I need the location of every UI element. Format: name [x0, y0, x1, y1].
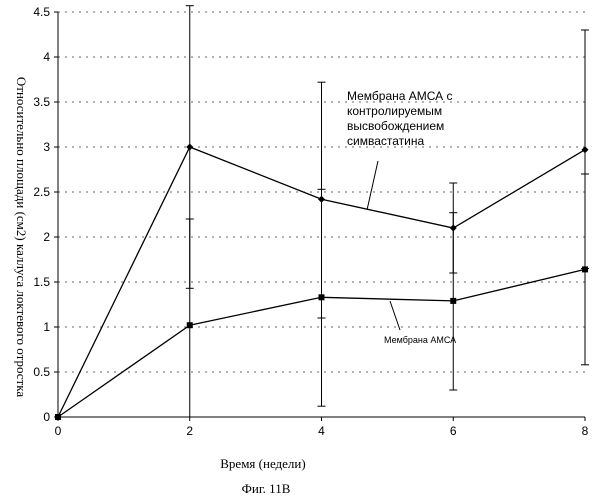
point-s1-3	[450, 298, 456, 304]
point-s0-2	[318, 196, 325, 203]
point-s0-3	[450, 225, 457, 232]
x-tick-label-1: 2	[186, 424, 193, 438]
error-bars	[186, 6, 589, 417]
y-tick-label-4: 2	[43, 230, 50, 244]
point-s0-4	[582, 146, 589, 153]
figure-caption: Фиг. 11В	[242, 481, 291, 496]
y-tick-label-7: 3.5	[33, 95, 50, 109]
annotation-leader-amca	[390, 301, 400, 330]
y-tick-label-0: 0	[43, 410, 50, 424]
x-tick-label-3: 6	[450, 424, 457, 438]
y-tick-label-8: 4	[43, 50, 50, 64]
y-tick-label-6: 3	[43, 140, 50, 154]
y-tick-label-1: 0.5	[33, 365, 50, 379]
x-tick-label-4: 8	[582, 424, 589, 438]
x-axis-title: Время (недели)	[220, 456, 305, 471]
point-s0-1	[186, 144, 193, 151]
y-tick-label-9: 4.5	[33, 5, 50, 19]
tick-labels: 0 0.5 1 1.5 2 2.5 3 3.5 4 4.5 0 2 4 6 8	[33, 5, 588, 438]
y-tick-label-5: 2.5	[33, 185, 50, 199]
y-tick-label-3: 1.5	[33, 275, 50, 289]
y-tick-label-2: 1	[43, 320, 50, 334]
point-s1-4	[582, 266, 588, 272]
x-tick-label-0: 0	[55, 424, 62, 438]
point-s1-0	[55, 414, 61, 420]
annotation-leader-simvastatin	[367, 161, 378, 210]
point-s1-2	[319, 294, 325, 300]
point-s1-1	[187, 322, 193, 328]
annotation-simvastatin: Мембрана АМСА с контролируемым высвобожд…	[347, 89, 456, 148]
annotation-amca: Мембрана АМСА	[384, 335, 456, 345]
y-axis-title: Относительно площади (см2) каллуса локте…	[14, 77, 29, 397]
axes	[54, 12, 585, 421]
x-tick-label-2: 4	[318, 424, 325, 438]
